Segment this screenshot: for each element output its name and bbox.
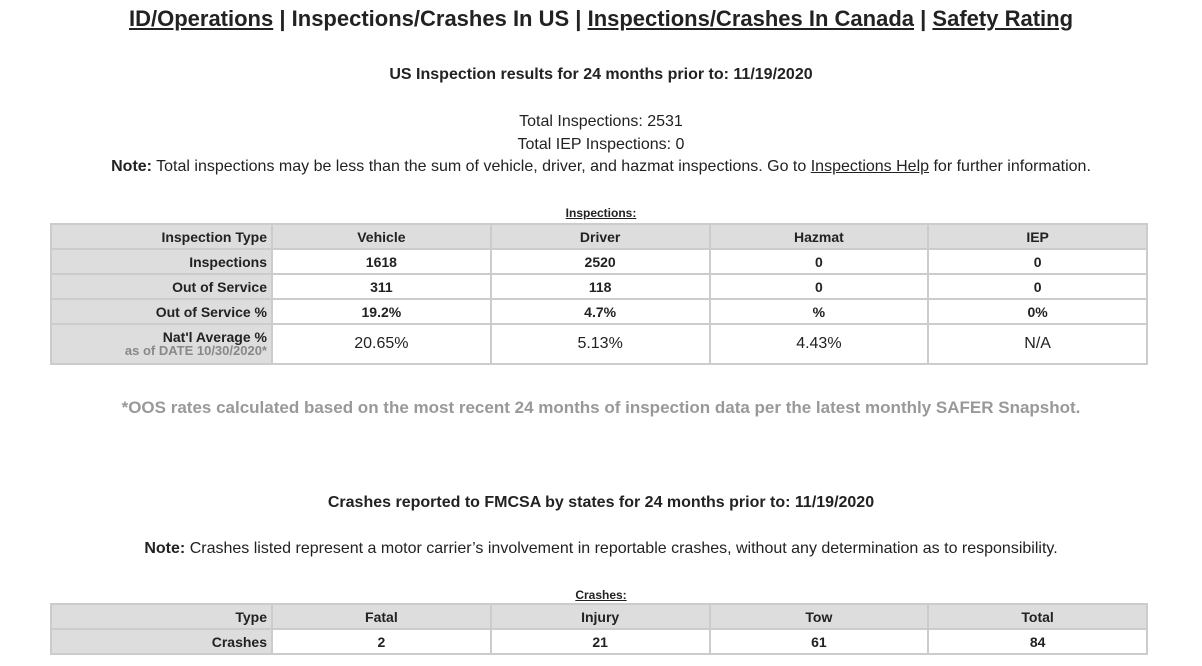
separator: | xyxy=(920,6,927,31)
cell: 4.7% xyxy=(489,298,711,325)
cell: 118 xyxy=(489,273,711,300)
separator: | xyxy=(279,6,286,31)
cell: 0 xyxy=(708,273,930,300)
cell: 2 xyxy=(271,628,492,655)
cell: 4.43% xyxy=(708,323,930,365)
row-label: Nat'l Average % xyxy=(162,329,267,345)
note-text: Total inspections may be less than the s… xyxy=(156,158,807,175)
row: Inspections 1618 2520 0 0 xyxy=(50,248,1148,275)
header-cell: Type xyxy=(50,603,273,630)
cell: 19.2% xyxy=(271,298,492,325)
header-cell: Tow xyxy=(708,603,930,630)
nav-current: Inspections/Crashes In US xyxy=(291,6,570,31)
heading: US Inspection results for 24 months prio… xyxy=(389,66,813,83)
cell: N/A xyxy=(927,323,1148,365)
nav-link[interactable]: Inspections/Crashes In Canada xyxy=(587,6,915,31)
cell: 1618 xyxy=(271,248,492,275)
cell: 2520 xyxy=(489,248,711,275)
cell: 21 xyxy=(489,628,711,655)
note-label: Note: xyxy=(144,540,186,557)
header-cell: Hazmat xyxy=(708,223,930,250)
nav-link[interactable]: Safety Rating xyxy=(932,6,1074,31)
note: Note: Crashes listed represent a motor c… xyxy=(0,540,1202,558)
row-sublabel: as of DATE 10/30/2020* xyxy=(124,343,267,358)
row-header: Crashes xyxy=(50,628,273,655)
note-text: for further information. xyxy=(933,158,1091,175)
cell: % xyxy=(708,298,930,325)
cell: 5.13% xyxy=(489,323,711,365)
header-cell: IEP xyxy=(927,223,1148,250)
row: Crashes 2 21 61 84 xyxy=(50,628,1148,655)
note: Note: Total inspections may be less than… xyxy=(0,158,1202,176)
table-caption: Crashes: xyxy=(575,588,627,602)
row: Out of Service 311 118 0 0 xyxy=(50,273,1148,300)
note-text: Crashes listed represent a motor carrier… xyxy=(189,540,1058,557)
cell: 61 xyxy=(708,628,930,655)
note-label: Note: xyxy=(111,158,152,175)
nav-bar: ID/Operations | Inspections/Crashes In U… xyxy=(0,6,1202,32)
row-header: Out of Service xyxy=(50,273,273,300)
header-row: Inspection Type Vehicle Driver Hazmat IEP xyxy=(50,223,1148,250)
row-header: Out of Service % xyxy=(50,298,273,325)
table-caption: Inspections: xyxy=(565,206,637,220)
header-cell: Injury xyxy=(489,603,711,630)
cell: 0 xyxy=(708,248,930,275)
header-cell: Driver xyxy=(489,223,711,250)
help-link[interactable]: Inspections Help xyxy=(810,158,930,175)
header-cell: Vehicle xyxy=(271,223,492,250)
inspections-table: Inspection Type Vehicle Driver Hazmat IEP Ins… xyxy=(50,223,1148,365)
header-cell: Inspection Type xyxy=(50,223,273,250)
separator: | xyxy=(575,6,582,31)
cell: 20.65% xyxy=(271,323,492,365)
total: Total Inspections: 2531 xyxy=(519,113,683,130)
crashes-table: Type Fatal Injury Tow Total Crashes 2 21 61 84 xyxy=(50,603,1148,655)
footnote: *OOS rates calculated based on the most … xyxy=(121,398,1081,417)
average-row: Nat'l Average % as of DATE 10/30/2020* 20.… xyxy=(50,323,1148,365)
cell: 0% xyxy=(927,298,1148,325)
header-cell: Fatal xyxy=(271,603,492,630)
header-cell: Total xyxy=(927,603,1148,630)
header-row: Type Fatal Injury Tow Total xyxy=(50,603,1148,630)
row: Out of Service % 19.2% 4.7%% 0% xyxy=(50,298,1148,325)
cell: 0 xyxy=(927,273,1148,300)
total-iep: Total IEP Inspections: 0 xyxy=(517,136,685,153)
cell: 311 xyxy=(271,273,492,300)
heading: Crashes reported to FMCSA by states for … xyxy=(327,494,875,511)
row-header: Inspections xyxy=(50,248,273,275)
row-header: Nat'l Average % as of DATE 10/30/2020* xyxy=(50,323,273,365)
nav-link[interactable]: ID/Operations xyxy=(128,6,274,31)
cell: 0 xyxy=(927,248,1148,275)
cell: 84 xyxy=(927,628,1148,655)
